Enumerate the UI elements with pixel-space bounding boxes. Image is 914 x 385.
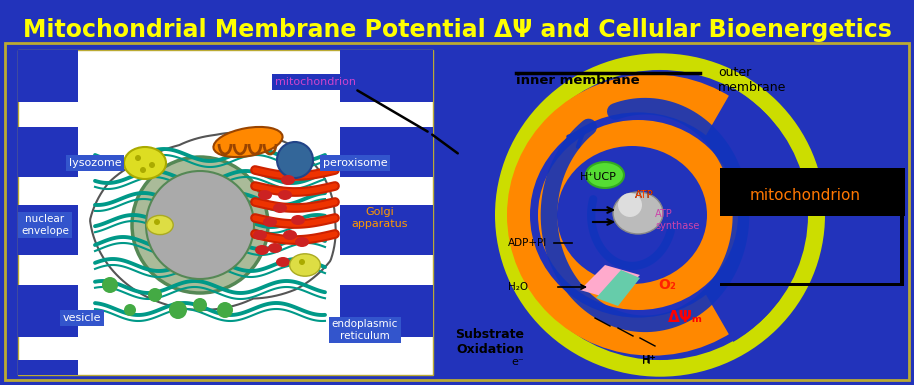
Ellipse shape	[124, 147, 166, 179]
Text: e⁻: e⁻	[512, 357, 525, 367]
Text: lysozome: lysozome	[69, 158, 122, 168]
Circle shape	[132, 157, 268, 293]
Ellipse shape	[253, 230, 267, 240]
Ellipse shape	[295, 237, 309, 247]
Text: H⁺: H⁺	[642, 355, 655, 365]
Ellipse shape	[557, 146, 707, 284]
Text: H⁺UCP: H⁺UCP	[580, 172, 617, 182]
Circle shape	[140, 167, 146, 173]
Text: ADP+PI: ADP+PI	[508, 238, 547, 248]
Bar	[900, 168, 904, 283]
Circle shape	[277, 142, 313, 178]
Ellipse shape	[281, 175, 295, 185]
Bar	[720, 168, 905, 216]
Text: mitochondrion: mitochondrion	[749, 187, 860, 203]
Text: vesicle: vesicle	[63, 313, 101, 323]
Text: inner membrane: inner membrane	[516, 74, 640, 87]
Wedge shape	[660, 88, 806, 342]
Ellipse shape	[495, 53, 825, 377]
Text: Golgi
apparatus: Golgi apparatus	[352, 207, 409, 229]
Circle shape	[135, 155, 141, 161]
Ellipse shape	[278, 190, 292, 200]
Polygon shape	[580, 265, 640, 300]
Text: ATP: ATP	[635, 190, 654, 200]
Ellipse shape	[147, 215, 173, 234]
Text: ΔΨₘ: ΔΨₘ	[668, 310, 703, 325]
Ellipse shape	[586, 162, 624, 188]
Ellipse shape	[283, 230, 297, 240]
Circle shape	[217, 302, 233, 318]
Bar	[340, 205, 433, 255]
Text: H⁺: H⁺	[642, 355, 656, 365]
Bar	[5, 43, 909, 380]
Bar	[18, 360, 78, 375]
Bar	[340, 285, 433, 337]
Circle shape	[102, 277, 118, 293]
Bar	[18, 127, 78, 177]
Ellipse shape	[255, 245, 269, 255]
Circle shape	[193, 298, 207, 312]
Bar	[18, 285, 78, 337]
Circle shape	[299, 259, 305, 265]
Ellipse shape	[613, 192, 663, 234]
Circle shape	[169, 301, 187, 319]
Bar	[720, 283, 904, 286]
Ellipse shape	[263, 217, 277, 227]
Text: ATP: ATP	[635, 190, 654, 200]
Text: peroxisome: peroxisome	[323, 158, 388, 168]
Text: Substrate
Oxidation: Substrate Oxidation	[455, 328, 525, 356]
Text: ATP
synthase: ATP synthase	[655, 209, 699, 231]
Text: H⁺: H⁺	[642, 355, 655, 365]
Bar	[18, 50, 78, 102]
Text: H⁺: H⁺	[642, 353, 657, 367]
Ellipse shape	[273, 203, 287, 213]
Text: outer
membrane: outer membrane	[718, 66, 786, 94]
Circle shape	[124, 304, 136, 316]
Ellipse shape	[214, 127, 282, 157]
Circle shape	[154, 219, 160, 225]
Circle shape	[146, 171, 254, 279]
Bar	[18, 50, 433, 375]
Ellipse shape	[290, 254, 321, 276]
Circle shape	[149, 162, 155, 168]
Ellipse shape	[276, 257, 290, 267]
Circle shape	[148, 288, 162, 302]
Ellipse shape	[291, 215, 305, 225]
Text: nuclear
envelope: nuclear envelope	[21, 214, 69, 236]
Ellipse shape	[258, 190, 272, 200]
Ellipse shape	[538, 120, 738, 310]
Circle shape	[618, 193, 642, 217]
Bar	[340, 50, 433, 102]
Bar	[340, 127, 433, 177]
Text: O₂: O₂	[658, 278, 675, 292]
Ellipse shape	[530, 112, 746, 318]
Text: mitochondrion: mitochondrion	[274, 77, 356, 87]
Bar	[18, 205, 78, 255]
Ellipse shape	[512, 70, 808, 360]
Text: Mitochondrial Membrane Potential ΔΨ and Cellular Bioenergetics: Mitochondrial Membrane Potential ΔΨ and …	[23, 18, 891, 42]
Polygon shape	[596, 270, 640, 306]
Text: endoplasmic
reticulum: endoplasmic reticulum	[332, 319, 399, 341]
Ellipse shape	[268, 243, 282, 253]
Ellipse shape	[507, 74, 797, 356]
Text: H₂O: H₂O	[508, 282, 528, 292]
Text: H⁺: H⁺	[642, 355, 655, 365]
